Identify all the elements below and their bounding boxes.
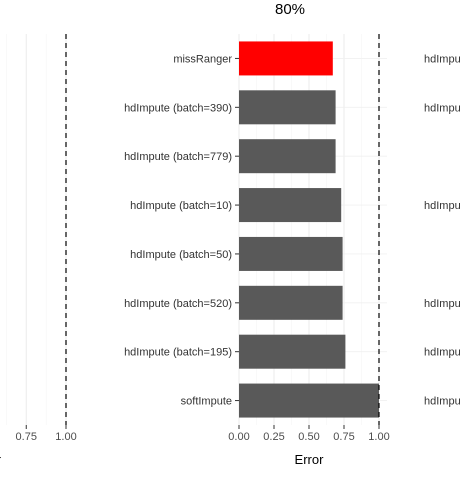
- middle-bar: [239, 236, 343, 271]
- left-x-tick-label: 1.00: [55, 431, 76, 443]
- right-category-label: hdImpu: [424, 53, 461, 65]
- middle-x-tick-label: 1.00: [368, 431, 389, 443]
- middle-category-label: hdImpute (batch=195): [124, 347, 232, 359]
- middle-category-label: hdImpute (batch=779): [124, 151, 232, 163]
- middle-x-tick-label: 0.25: [263, 431, 284, 443]
- middle-category-label: hdImpute (batch=10): [130, 200, 232, 212]
- right-category-label: hdImpu: [424, 200, 461, 212]
- middle-bar: [239, 90, 336, 125]
- middle-bar: [239, 334, 346, 369]
- middle-category-label: missRanger: [173, 53, 232, 65]
- right-category-label: hdImpu: [424, 298, 461, 310]
- middle-bar: [239, 285, 343, 320]
- right-category-label: hdImpu: [424, 347, 461, 359]
- middle-x-tick-label: 0.75: [333, 431, 354, 443]
- left-x-tick-label: 0.75: [16, 431, 37, 443]
- right-category-label: hdImpu: [424, 396, 461, 408]
- middle-category-label: hdImpute (batch=520): [124, 298, 232, 310]
- middle-bar: [239, 188, 342, 223]
- right-category-label: hdImpu: [424, 102, 461, 114]
- middle-x-axis-title: Error: [295, 452, 325, 467]
- middle-category-label: hdImpute (batch=50): [130, 249, 232, 261]
- middle-x-tick-label: 0.50: [298, 431, 319, 443]
- middle-panel-title: 80%: [275, 1, 305, 18]
- middle-category-label: hdImpute (batch=390): [124, 102, 232, 114]
- middle-bar: [239, 41, 333, 76]
- middle-category-label: softImpute: [181, 396, 232, 408]
- left-x-axis-title: Error: [0, 452, 2, 467]
- middle-x-tick-label: 0.00: [228, 431, 249, 443]
- middle-bar: [239, 139, 336, 174]
- middle-bar: [239, 383, 379, 418]
